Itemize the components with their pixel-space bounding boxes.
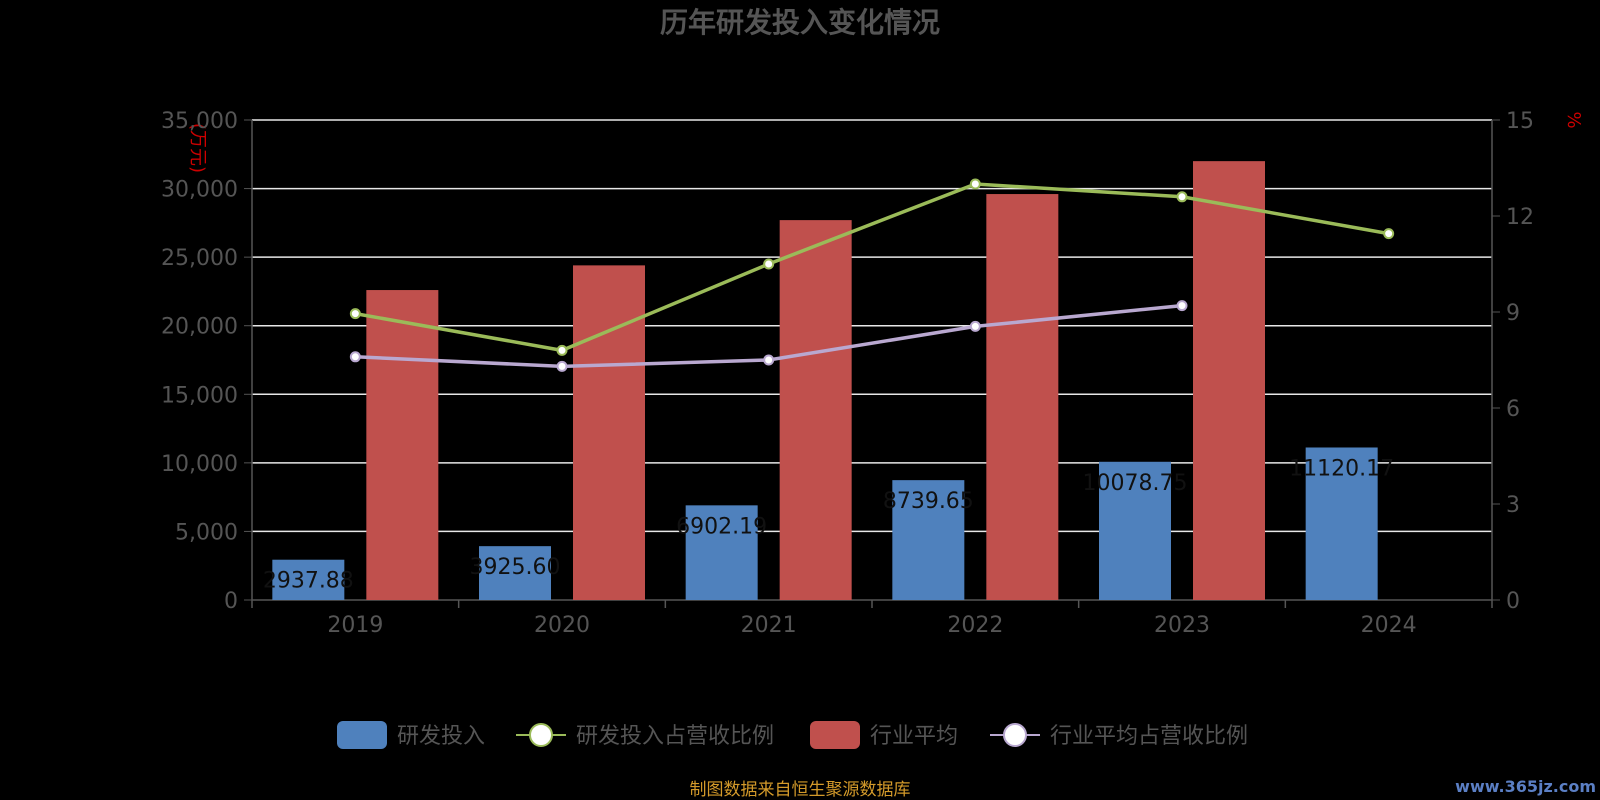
point-研发投入占营收比例: [1383, 228, 1395, 240]
legend-label: 行业平均占营收比例: [1050, 724, 1248, 749]
legend-swatch-行业平均: [810, 721, 860, 749]
point-研发投入占营收比例: [763, 258, 775, 270]
legend: 研发投入 研发投入占营收比例 行业平均 行业平均占营收比例: [337, 721, 1248, 749]
x-tick-label: 2020: [534, 613, 590, 638]
x-tick-label: 2022: [947, 613, 1003, 638]
bar-value-label: 3925.60: [470, 555, 561, 580]
bar-行业平均-2021: [779, 220, 852, 600]
bar-行业平均-2019: [366, 290, 439, 600]
chart-title: 历年研发投入变化情况: [660, 6, 940, 39]
right-tick-label: 3: [1506, 493, 1520, 518]
bar-value-label: 8739.65: [883, 489, 974, 514]
bar-研发投入-2022: [892, 480, 965, 600]
axes: 0 5,000 10,000 15,000 20,000 25,000 30,000 35,0…: [161, 109, 1534, 638]
x-tick-label: 2019: [327, 613, 383, 638]
bar-研发投入-2019: [272, 559, 345, 600]
x-tick-label: 2021: [741, 613, 797, 638]
legend-label: 研发投入占营收比例: [576, 724, 774, 749]
left-tick-label: 10,000: [161, 452, 238, 477]
right-tick-label: 9: [1506, 301, 1520, 326]
left-tick-label: 5,000: [175, 520, 238, 545]
data-source-note: 制图数据来自恒生聚源数据库: [690, 780, 911, 800]
legend-swatch-marker-行业平均占营收比例: [1003, 723, 1027, 747]
point-行业平均占营收比例: [969, 320, 981, 332]
left-tick-label: 35,000: [161, 109, 238, 134]
bar-value-label: 11120.17: [1289, 456, 1394, 481]
bar-行业平均-2022: [986, 194, 1059, 601]
lines: [349, 178, 1395, 372]
right-tick-label: 15: [1506, 109, 1534, 134]
left-tick-label: 25,000: [161, 246, 238, 271]
legend-swatch-marker-研发投入占营收比例: [529, 723, 553, 747]
bar-value-label: 2937.88: [263, 569, 354, 594]
x-tick-label: 2024: [1361, 613, 1417, 638]
legend-swatch-研发投入: [337, 721, 387, 749]
right-axis-unit: %: [1563, 111, 1584, 128]
left-tick-label: 30,000: [161, 178, 238, 203]
point-行业平均占营收比例: [556, 360, 568, 372]
left-tick-label: 15,000: [161, 383, 238, 408]
bar-value-label: 10078.75: [1083, 471, 1188, 496]
grid-lines: [252, 119, 1492, 533]
point-行业平均占营收比例: [349, 351, 361, 363]
watermark: www.365jz.com: [1455, 777, 1596, 796]
point-研发投入占营收比例: [556, 344, 568, 356]
bars: [272, 161, 1378, 601]
left-tick-label: 0: [224, 589, 238, 614]
right-tick-label: 0: [1506, 589, 1520, 614]
line-研发投入占营收比例: [355, 182, 1389, 353]
bar-行业平均-2023: [1193, 161, 1265, 600]
left-axis-unit: (万元): [187, 123, 208, 173]
bar-行业平均-2020: [573, 265, 645, 600]
point-行业平均占营收比例: [763, 354, 775, 366]
point-行业平均占营收比例: [1176, 300, 1188, 312]
point-研发投入占营收比例: [969, 178, 981, 190]
bar-研发投入-2024: [1305, 447, 1378, 600]
right-tick-label: 6: [1506, 397, 1520, 422]
bar-研发投入-2020: [479, 546, 551, 600]
x-tick-label: 2023: [1154, 613, 1210, 638]
bar-研发投入-2021: [685, 505, 758, 600]
bar-研发投入-2023: [1099, 461, 1171, 600]
bar-labels: 2937.88 3925.60 6902.19 8739.65 10078.75 1112…: [263, 456, 1394, 593]
legend-label: 研发投入: [397, 724, 485, 749]
legend-label: 行业平均: [870, 724, 958, 749]
point-研发投入占营收比例: [1176, 191, 1188, 203]
right-tick-label: 12: [1506, 205, 1534, 230]
point-研发投入占营收比例: [349, 308, 361, 320]
left-tick-label: 20,000: [161, 315, 238, 340]
bar-value-label: 6902.19: [676, 514, 767, 539]
